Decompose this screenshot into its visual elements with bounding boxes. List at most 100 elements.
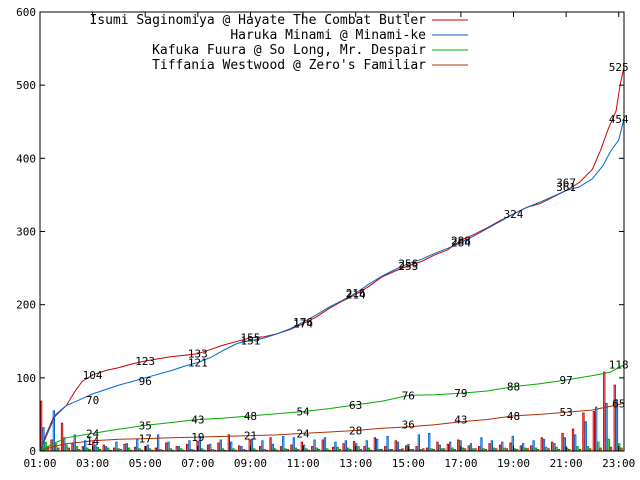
x-tick-label: 17:00	[444, 457, 477, 470]
hourly-bar	[71, 443, 74, 452]
data-label: 176	[293, 316, 313, 329]
hourly-bar	[498, 444, 502, 452]
hourly-bar	[519, 445, 523, 452]
legend-label: Tiffania Westwood @ Zero's Familiar	[152, 58, 426, 73]
hourly-bar	[417, 434, 421, 452]
hourly-bar	[104, 446, 108, 452]
x-tick-label: 03:00	[76, 457, 109, 470]
hourly-bar	[530, 445, 533, 452]
hourly-bar	[217, 442, 220, 452]
hourly-bar	[292, 437, 295, 452]
hourly-bar	[522, 443, 525, 452]
hourly-bar	[553, 443, 556, 452]
legend-label: Kafuka Fuura @ So Long, Mr. Despair	[152, 43, 426, 58]
hourly-bar	[313, 439, 316, 452]
x-tick-label: 09:00	[234, 457, 267, 470]
hourly-bar	[177, 446, 181, 452]
hourly-bar	[532, 440, 535, 452]
hourly-bar	[60, 422, 64, 452]
cumulative-line	[39, 118, 625, 452]
hourly-bar	[55, 443, 58, 452]
hourly-bar	[81, 446, 84, 452]
data-label: 104	[83, 369, 103, 382]
data-label: 48	[244, 410, 257, 423]
hourly-bar	[40, 400, 43, 452]
hourly-bar	[467, 445, 470, 452]
x-tick-label: 23:00	[602, 457, 635, 470]
hourly-bar	[561, 432, 564, 452]
y-tick-label: 200	[16, 299, 36, 312]
hourly-bar	[219, 439, 222, 452]
data-label: 174	[293, 318, 313, 331]
hourly-bar	[157, 434, 160, 452]
hourly-bar	[563, 437, 567, 452]
data-label: 118	[609, 359, 629, 372]
hourly-bar	[125, 443, 128, 452]
legend-label: Isumi Saginomiya @ Hayate The Combat But…	[89, 13, 426, 28]
hourly-bar	[269, 437, 272, 452]
hourly-bar	[227, 434, 230, 452]
data-label: 253	[398, 260, 418, 273]
data-label: 17	[139, 433, 152, 446]
data-label: 324	[504, 208, 524, 221]
data-label: 53	[560, 406, 573, 419]
hourly-bar	[115, 441, 118, 452]
hourly-bar	[321, 439, 324, 452]
hourly-bar	[102, 444, 105, 452]
hourly-bar	[501, 441, 504, 452]
hourly-bar	[373, 437, 377, 452]
data-label: 24	[296, 427, 310, 440]
hourly-bar	[96, 446, 99, 452]
x-tick-label: 21:00	[550, 457, 583, 470]
data-label: 525	[609, 61, 629, 74]
hourly-bar	[405, 445, 408, 452]
y-tick-label: 100	[16, 372, 36, 385]
hourly-bar	[584, 421, 587, 452]
hourly-bar	[449, 441, 452, 452]
plot-frame	[39, 11, 625, 452]
y-tick-label: 300	[16, 226, 36, 239]
hourly-bar	[344, 440, 348, 452]
hourly-bar	[571, 428, 575, 452]
data-label: 454	[609, 113, 629, 126]
hourly-bar	[365, 440, 368, 452]
data-label: 96	[139, 375, 152, 388]
hourly-bar	[50, 439, 53, 452]
hourly-bar	[574, 434, 577, 452]
hourly-bar	[415, 446, 418, 452]
hourly-bar	[271, 443, 275, 452]
data-label: 79	[454, 387, 467, 400]
y-tick-label: 0	[29, 445, 36, 458]
data-label: 97	[560, 374, 573, 387]
data-label: 151	[241, 335, 261, 348]
hourly-bar	[167, 441, 170, 452]
x-axis: 01:00 03:00 05:00 07:00 09:00 11:00 13:00 15:00…	[23, 12, 635, 470]
x-tick-label: 11:00	[287, 457, 320, 470]
hourly-bar	[357, 446, 360, 452]
hourly-bar	[209, 443, 212, 452]
hourly-bar	[603, 371, 606, 452]
legend-label: Haruka Minami @ Minami-ke	[230, 28, 426, 43]
data-label: 24	[86, 427, 100, 440]
hourly-bar	[363, 446, 366, 452]
hourly-bar	[133, 446, 137, 452]
data-label: 121	[188, 356, 208, 369]
hourly-bar	[446, 443, 450, 452]
hourly-bar	[551, 441, 554, 452]
hourly-bar	[165, 442, 168, 452]
hourly-bar	[279, 446, 283, 452]
cumulative-lines	[39, 66, 625, 452]
data-label: 76	[402, 389, 415, 402]
hourly-bar	[480, 437, 483, 452]
x-tick-label: 01:00	[23, 457, 56, 470]
hourly-bar	[586, 446, 590, 452]
data-label: 88	[507, 381, 520, 394]
hourly-bar	[282, 435, 285, 452]
hourly-bar	[607, 438, 611, 452]
hourly-bar	[457, 439, 460, 452]
data-label: 70	[86, 394, 99, 407]
data-label: 133	[188, 348, 208, 361]
hourly-bar	[300, 441, 304, 452]
data-label: 288	[451, 234, 471, 247]
hourly-bar	[303, 444, 306, 452]
